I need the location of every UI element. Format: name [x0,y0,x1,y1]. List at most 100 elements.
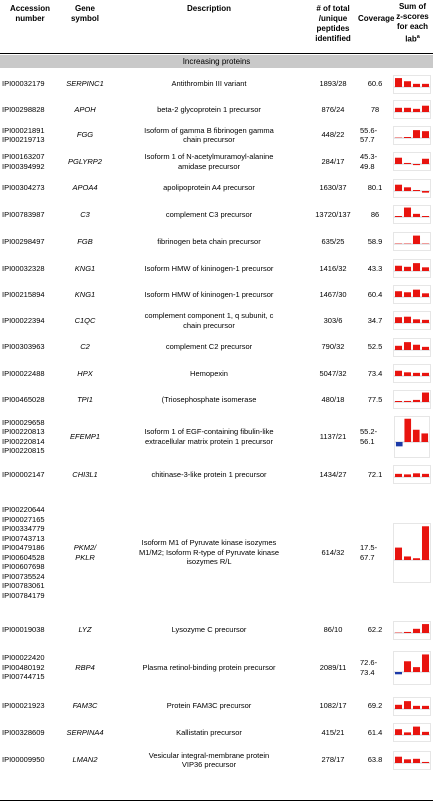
table-row: IPI00032328 KNG1 Isoform HMW of kininogen-… [0,255,433,282]
description: Hemopexin [112,360,306,387]
peptides-identified: 635/25 [321,236,345,246]
header-line: Accession [9,4,51,13]
accession-cell: IPI00029658 IPI00220813 IPI00220814 IPI0022… [2,412,60,461]
zscore-bar [412,666,421,672]
accession-cell: IPI00215894 [2,282,60,307]
coverage: 72.1 [367,469,383,479]
description-line: Vesicular integral-membrane protein [148,750,270,760]
gene-symbol: APOH [74,104,96,114]
zscore-bar [412,164,421,166]
zscore-bar [394,473,403,477]
zscore-bar [412,83,421,87]
description-line: Isoform of gamma B fibrinogen gamma [144,125,274,135]
header-line: Gene [74,4,95,13]
zscore-chart-svg [393,178,431,198]
header-line: z-scores [396,12,429,21]
zscore-bar [421,623,430,633]
gene-symbol: LMAN2 [72,755,98,765]
zscore-chart [392,387,432,412]
peptides-identified: 1630/37 [319,183,347,193]
zscore-bar [412,235,421,244]
description: Isoform HMW of kininogen-1 precursor [112,255,306,282]
table-row: IPI00022420 IPI00480192 IPI00744715 RBP4 Pla… [0,643,433,692]
zscore-bar [412,344,421,350]
description-line: complement component 1, q subunit, c [144,311,274,320]
zscore-bar [403,660,412,672]
chart-frame [393,285,431,304]
header-line: for each [396,22,429,31]
zscore-chart [392,282,432,307]
table-row: IPI00019038 LYZ Lysozyme C precursor 86/10 6… [0,617,433,643]
coverage: 78 [370,104,380,114]
description: (Triosephosphate isomerase [112,387,306,412]
chart-frame [393,465,431,484]
description: Kallistatin precursor [112,720,306,745]
zscore-bar [403,80,412,87]
gene-symbol: CHI3L1 [72,469,98,479]
zscore-chart [392,228,432,255]
zscore-chart [392,334,432,360]
zscore-chart-svg [393,750,431,770]
gene-symbol: FGB [77,236,93,246]
header-accession: Accession number [0,4,60,24]
zscore-bar [421,705,430,709]
header-gene: Gene symbol [60,4,110,24]
accession-cell: IPI00298828 [2,97,60,122]
zscore-bar [403,266,412,271]
zscore-chart [392,745,432,775]
zscore-bar [412,399,421,402]
table-row: IPI00022394 C1QC complement component 1, q… [0,307,433,334]
description-line: apolipoprotein A4 precursor [163,183,255,193]
accession-number: IPI00783061 [2,581,45,590]
peptides-identified: 278/17 [321,755,345,765]
description: apolipoprotein A4 precursor [112,175,306,201]
coverage: 17.5-67.7 [360,543,378,562]
zscore-chart-svg [393,205,431,224]
coverage: 62.2 [367,625,383,635]
section-increasing-proteins: Increasing proteins [0,55,433,68]
accession-cell: IPI00465028 [2,387,60,412]
zscore-bar [394,184,403,191]
description: Isoform 1 of N-acetylmuramoyl-alanine ami… [112,148,306,175]
description-line: M1/M2; Isoform R-type of Pyruvate kinase [138,547,280,557]
zscore-bar [421,653,430,672]
description: Isoform of gamma B fibrinogen gamma chain… [112,122,306,148]
zscore-bar [394,157,403,164]
description-line: Isoform HMW of kininogen-1 precursor [144,263,274,273]
accession-number: IPI00022420 [2,653,45,663]
description-line: Isoform 1 of EGF-containing fibulin-like [144,427,274,436]
description-line: Isoform HMW of kininogen-1 precursor [144,289,274,299]
table-row: IPI00163207 IPI00394992 PGLYRP2 Isoform 1 o… [0,148,433,175]
accession-cell: IPI00303963 [2,334,60,360]
gene-symbol: C3 [80,209,90,219]
coverage: 52.5 [367,342,383,352]
description: Isoform 1 of EGF-containing fibulin-like… [112,412,306,461]
zscore-bar [403,316,412,323]
description: complement component 1, q subunit, c chai… [112,307,306,334]
header-rule [0,53,433,54]
description: Antithrombin III variant [112,71,306,97]
chart-frame [393,205,431,224]
zscore-chart-svg [393,390,431,409]
description-line: Isoform 1 of N-acetylmuramoyl-alanine [144,152,274,161]
zscore-bar [412,189,421,191]
accession-cell: IPI00163207 IPI00394992 [2,148,60,175]
zscore-chart [392,360,432,387]
chart-frame [393,723,431,742]
coverage: 77.5 [367,394,383,404]
zscore-bar [394,671,403,674]
accession-number: IPI00163207 [2,152,45,161]
accession-number: IPI00743713 [2,533,45,543]
gene-symbol: FAM3C [72,701,98,711]
description-line: amidase precursor [177,161,241,171]
description: Protein FAM3C precursor [112,692,306,720]
zscore-chart-svg [393,465,431,484]
description: complement C2 precursor [112,334,306,360]
zscore-chart-svg [393,364,431,383]
zscore-bar [412,372,421,376]
zscore-chart [392,488,432,617]
chart-frame [393,178,431,198]
description-line: Isoform M1 of Pyruvate kinase isozymes [141,538,277,548]
zscore-bar [404,418,412,442]
